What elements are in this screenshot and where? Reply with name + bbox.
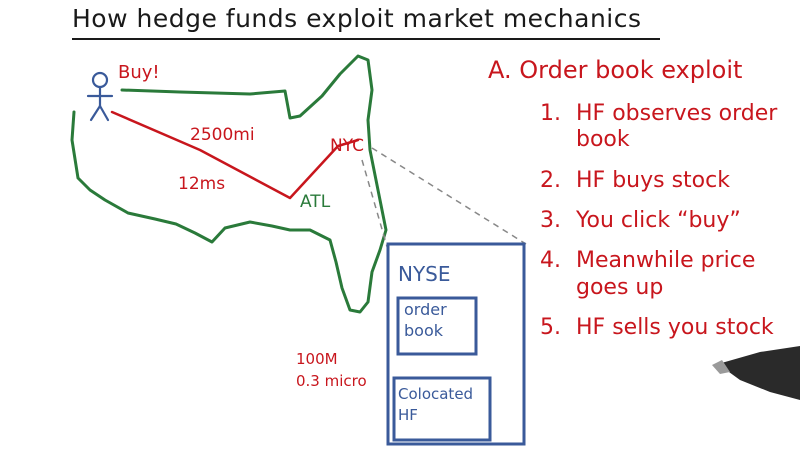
latency-label: 12ms [178, 174, 226, 194]
step-number: 4. [540, 248, 561, 274]
step-number: 1. [540, 100, 561, 126]
colocated-hf-label: Colocated HF [398, 385, 474, 424]
title-underline [72, 38, 660, 40]
city-atl-label: ATL [300, 192, 331, 212]
order-book-label: order book [404, 300, 447, 340]
colo-distance-label: 100M [296, 350, 338, 368]
step-number: 3. [540, 207, 561, 233]
zoom-line-bottom [361, 159, 389, 251]
list-item: 3. You click “buy” [540, 208, 788, 234]
usa-outline [70, 54, 388, 314]
step-text: HF buys stock [576, 167, 730, 193]
order-book-box [396, 296, 478, 356]
list-item: 4. Meanwhile price goes up [540, 248, 788, 301]
nyse-label: NYSE [398, 262, 451, 286]
list-item: 1. HF observes order book [540, 101, 788, 154]
step-text: Meanwhile price goes up [576, 248, 756, 300]
city-nyc-label: NYC [330, 136, 365, 156]
nyse-box [386, 242, 526, 446]
pen-icon [712, 346, 800, 400]
colocated-hf-box [392, 376, 492, 442]
step-text: HF observes order book [576, 100, 778, 153]
exploit-steps: A. Order book exploit 1. HF observes ord… [488, 56, 788, 356]
distance-label: 2500mi [190, 125, 255, 145]
step-number: 5. [540, 315, 561, 341]
buy-label: Buy! [118, 62, 160, 83]
route-line [110, 110, 360, 200]
list-item: 2. HF buys stock [540, 168, 788, 194]
list-item: 5. HF sells you stock [540, 315, 788, 341]
step-number: 2. [540, 167, 561, 193]
exploit-heading: A. Order book exploit [488, 56, 743, 84]
page-title: How hedge funds exploit market mechanics [72, 4, 642, 33]
person-icon [86, 71, 114, 122]
step-text: You click “buy” [576, 207, 741, 233]
zoom-line-top [371, 147, 527, 245]
colo-latency-label: 0.3 micro [296, 372, 367, 390]
step-text: HF sells you stock [576, 315, 774, 341]
